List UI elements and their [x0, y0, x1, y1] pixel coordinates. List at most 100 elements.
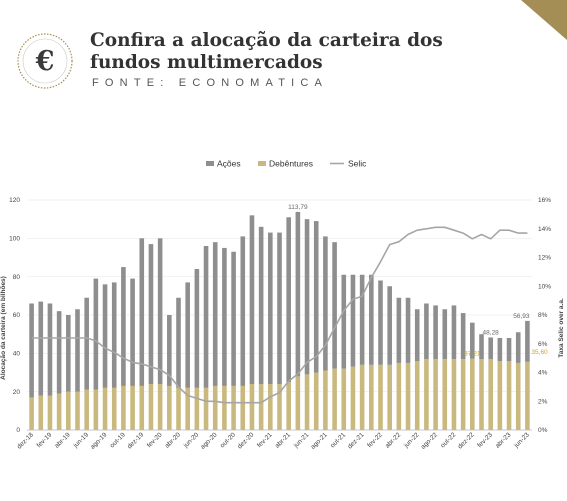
acoes-bar	[102, 284, 108, 388]
debentures-bar	[66, 391, 71, 430]
debentures-bar	[203, 387, 209, 430]
acoes-bar	[231, 251, 236, 386]
left-tick-label: 80	[13, 274, 21, 281]
acoes-bar	[359, 274, 365, 365]
debentures-bar	[378, 364, 383, 430]
acoes-bar	[111, 282, 117, 388]
acoes-bar	[185, 282, 190, 388]
x-tick-label: jun-21	[292, 431, 311, 450]
acoes-bar	[203, 246, 209, 388]
legend-swatch	[206, 161, 214, 166]
acoes-bar	[488, 337, 493, 360]
debentures-bar	[497, 361, 503, 430]
x-tick-label: out-21	[329, 431, 347, 449]
acoes-bar	[369, 274, 374, 365]
annotation-label: 37,21	[464, 351, 481, 358]
legend-label: Debêntures	[269, 159, 313, 169]
x-tick-label: fev-23	[476, 431, 494, 449]
acoes-bar	[176, 297, 181, 388]
right-tick-label: 8%	[538, 312, 548, 319]
right-tick-label: 0%	[538, 427, 548, 434]
x-tick-label: jun-22	[402, 431, 421, 450]
x-tick-label: jun-19	[72, 431, 91, 450]
selic-series-line	[31, 226, 528, 404]
left-tick-label: 0	[16, 427, 20, 434]
acoes-bar	[304, 219, 310, 375]
annotation-label: 113,79	[288, 204, 308, 211]
debentures-bar	[29, 397, 34, 430]
acoes-bar	[387, 286, 392, 365]
right-tick-label: 10%	[538, 283, 551, 290]
logo-letter: €	[35, 46, 55, 77]
x-tick-label: ago-19	[89, 431, 109, 451]
acoes-bar	[139, 238, 145, 386]
acoes-bar	[277, 232, 282, 384]
x-tick-label: jun-23	[512, 431, 531, 450]
debentures-bar	[359, 364, 365, 430]
acoes-bar	[121, 267, 126, 386]
left-tick-label: 60	[13, 312, 21, 319]
acoes-bar	[167, 315, 172, 386]
left-tick-label: 40	[13, 351, 21, 358]
x-tick-label: abr-20	[164, 431, 183, 450]
acoes-bar	[332, 242, 337, 369]
acoes-bar	[249, 215, 255, 384]
right-tick-label: 16%	[538, 197, 551, 204]
debentures-bar	[185, 387, 190, 430]
corner-accent	[521, 0, 567, 40]
debentures-bar	[350, 366, 356, 430]
right-tick-label: 6%	[538, 341, 548, 348]
debentures-bar	[249, 384, 255, 430]
acoes-bar	[405, 297, 411, 363]
x-tick-label: fev-19	[36, 431, 54, 449]
debentures-bar	[295, 376, 301, 430]
debentures-bar	[148, 384, 154, 430]
acoes-bar	[75, 309, 80, 392]
debentures-bar	[84, 389, 89, 430]
acoes-bar	[56, 311, 62, 394]
x-tick-label: abr-19	[53, 431, 72, 450]
acoes-bar	[341, 274, 347, 369]
debentures-bar	[176, 387, 181, 430]
right-tick-label: 12%	[538, 255, 551, 262]
acoes-bar	[525, 320, 530, 362]
acoes-bar	[66, 315, 71, 392]
acoes-bar	[470, 322, 475, 359]
acoes-bar	[93, 278, 99, 390]
debentures-bar	[488, 359, 493, 430]
economatica-logo-icon: €	[17, 33, 73, 89]
debentures-bar	[479, 359, 484, 430]
acoes-bar	[515, 332, 521, 363]
debentures-bar	[424, 359, 429, 430]
acoes-bar	[194, 269, 200, 388]
debentures-bar	[93, 389, 99, 430]
left-axis-label: Alocação da carteira (em bilhões)	[0, 276, 7, 380]
acoes-bar	[442, 309, 448, 360]
debentures-bar	[111, 387, 117, 430]
debentures-bar	[525, 361, 530, 430]
debentures-bar	[167, 385, 172, 430]
x-tick-label: out-22	[439, 431, 457, 449]
debentures-bar	[277, 384, 282, 430]
acoes-bar	[240, 236, 246, 386]
x-tick-label: ago-20	[199, 431, 219, 451]
debentures-bar	[75, 391, 80, 430]
debentures-bar	[121, 385, 126, 430]
debentures-bar	[194, 387, 200, 430]
x-tick-label: dez-21	[347, 431, 366, 450]
x-tick-label: fev-20	[146, 431, 164, 449]
acoes-bar	[286, 217, 291, 383]
debentures-bar	[470, 358, 475, 430]
debentures-bar	[369, 364, 374, 430]
acoes-bar	[313, 221, 319, 373]
acoes-bar	[350, 274, 356, 367]
acoes-bar	[479, 334, 484, 360]
legend-label: Ações	[217, 159, 241, 169]
page-title: Confira a alocação da carteira dos fundo…	[90, 30, 443, 73]
debentures-bar	[506, 361, 512, 430]
debentures-bar	[212, 385, 218, 430]
debentures-bar	[451, 359, 457, 430]
acoes-bars	[29, 211, 530, 398]
right-tick-label: 4%	[538, 370, 548, 377]
acoes-bar	[212, 242, 218, 386]
